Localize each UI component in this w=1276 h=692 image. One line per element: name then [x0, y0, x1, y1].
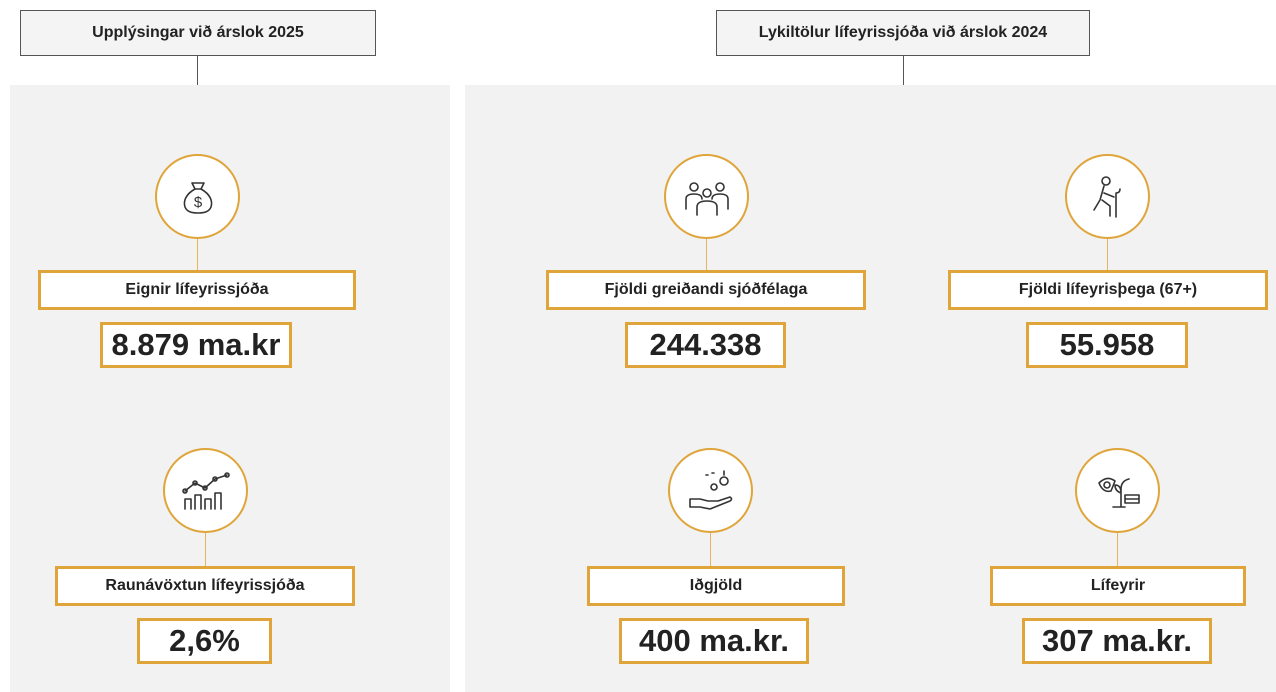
connector	[1117, 532, 1118, 566]
item-label: Lífeyrir	[990, 566, 1246, 606]
connector	[197, 56, 198, 85]
icon	[163, 448, 248, 533]
item-label: Eignir lífeyrissjóða	[38, 270, 356, 310]
section-title: Upplýsingar við árslok 2025	[20, 10, 376, 56]
item-value: 244.338	[625, 322, 786, 368]
item-label: Iðgjöld	[587, 566, 845, 606]
icon	[1065, 154, 1150, 239]
item-label: Raunávöxtun lífeyrissjóða	[55, 566, 355, 606]
icon	[664, 154, 749, 239]
item-value: 400 ma.kr.	[619, 618, 809, 664]
icon: $	[155, 154, 240, 239]
item-value: 55.958	[1026, 322, 1188, 368]
icon	[1075, 448, 1160, 533]
connector	[197, 238, 198, 270]
svg-text:$: $	[193, 194, 202, 211]
item-label: Fjöldi greiðandi sjóðfélaga	[546, 270, 866, 310]
item-value: 2,6%	[137, 618, 272, 664]
section-title: Lykiltölur lífeyrissjóða við árslok 2024	[716, 10, 1090, 56]
connector	[710, 532, 711, 566]
icon	[668, 448, 753, 533]
item-value: 8.879 ma.kr	[100, 322, 292, 368]
item-label: Fjöldi lífeyrisþega (67+)	[948, 270, 1268, 310]
connector	[706, 238, 707, 270]
item-value: 307 ma.kr.	[1022, 618, 1212, 664]
connector	[1107, 238, 1108, 270]
connector	[205, 532, 206, 566]
connector	[903, 56, 904, 85]
